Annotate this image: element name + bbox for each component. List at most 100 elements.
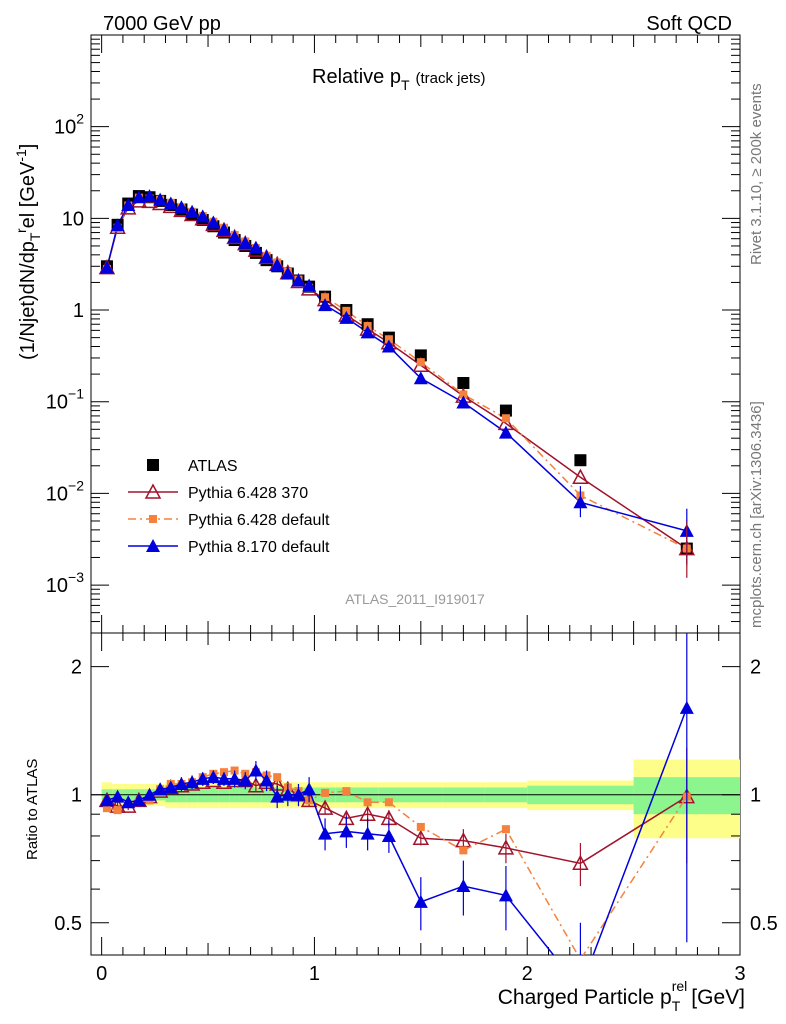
ratio-point-2 [99,793,114,807]
ratio-y-tick-label-right: 2 [750,657,761,679]
ratio-point-2 [339,824,354,838]
data-point-3 [280,266,295,280]
ratio-point-2 [131,793,146,807]
legend: ATLAS Pythia 6.428 370 Pythia 6.428 defaul… [128,458,330,556]
data-point-3 [291,273,306,287]
ratio-point-2 [302,782,317,796]
ratio-y-tick-label: 2 [71,657,82,679]
ratio-point-2 [270,789,285,803]
ratio-point-2 [174,776,189,790]
ratio-point-2 [238,773,253,787]
ratio-point-2 [381,828,396,842]
main-y-tick-base: 10 [46,575,68,597]
data-point-3 [131,190,146,204]
ratio-x-tick-label: 2 [522,963,533,985]
data-point-3 [270,257,285,271]
main-y-tick-base: 1 [73,300,84,322]
series-line-2 [106,196,688,550]
ratio-point-2 [185,775,200,789]
main-title-text: Relative p [312,66,401,88]
main-title-sub: T [401,77,410,93]
data-point-2 [321,293,330,302]
x-axis-label-suffix: [GeV] [691,986,745,1009]
ratio-point-2 [195,771,210,785]
ratio-y-axis-label: Ratio to ATLAS [24,759,41,860]
ratio-point-0 [497,839,515,855]
main-y-tick-label: 10−2 [46,477,84,505]
data-point-3 [99,260,114,274]
main-y-tick-base: 10 [54,117,76,139]
ratio-point-2 [280,787,295,801]
ratio-point-1 [321,788,330,797]
x-axis-label-sub: T [672,998,681,1014]
main-y-tick-label: 1 [73,300,84,322]
ratio-point-1 [102,804,111,813]
data-point-3 [153,192,168,206]
legend-label-3: Pythia 8.170 default [188,539,330,556]
ratio-point-1 [459,846,468,855]
data-point-3 [110,218,125,232]
data-point-3 [259,249,274,263]
data-point-3 [163,196,178,210]
ratio-point-2 [456,879,471,893]
ratio-x-tick-label: 1 [309,963,320,985]
ratio-point-2 [248,763,263,777]
main-y-axis-label-text: (1/Njet)dN/dpTrel [GeV-1] [13,144,43,360]
legend-marker-0 [147,459,159,471]
ratio-point-2 [318,826,333,840]
main-y-tick-label: 10−1 [46,386,84,414]
data-point-3 [413,371,428,385]
ratio-y-tick-label: 0.5 [54,913,82,935]
ratio-point-2 [163,780,178,794]
data-point-3 [174,200,189,214]
ratio-x-tick-label: 3 [734,963,745,985]
legend-label-1: Pythia 6.428 370 [188,485,308,502]
ratio-panel: Ratio to ATLAS Charged Particle pTrel [Ge… [24,632,778,1014]
data-point-3 [227,229,242,243]
ratio-point-1 [384,798,393,807]
ratio-point-2 [142,787,157,801]
main-y-tick-label: 10−3 [46,569,84,597]
ratio-point-2 [498,888,513,902]
main-watermark: ATLAS_2011_I919017 [345,591,485,607]
main-y-tick-base: 10 [46,392,68,414]
ratio-point-1 [363,798,372,807]
ratio-point-0 [412,829,430,846]
ratio-x-tick-label: 0 [96,963,107,985]
main-title: Relative pT (track jets) [312,66,486,93]
data-point-3 [339,310,354,324]
data-point-3 [238,235,253,249]
data-point-3 [216,222,231,236]
data-point-0 [574,454,587,467]
main-y-tick-label: 10 [62,208,84,230]
ratio-point-2 [206,770,221,784]
data-point-2 [501,414,510,423]
data-point-3 [185,204,200,218]
data-point-3 [318,298,333,312]
data-point-3 [248,240,263,254]
header-left: 7000 GeV pp [103,13,221,35]
rivet-label: Rivet 3.1.10, ≥ 200k events [748,83,765,265]
ratio-point-0 [316,799,334,815]
data-point-3 [142,189,157,203]
ratio-y-tick-label-right: 0.5 [750,913,778,935]
ratio-point-2 [259,773,274,787]
ratio-point-1 [113,806,122,815]
data-point-3 [206,215,221,229]
ratio-point-2 [291,787,306,801]
main-y-axis-label: (1/Njet)dN/dpTrel [GeV-1] [13,144,43,360]
data-point-3 [121,197,136,211]
data-point-2 [416,358,425,367]
main-y-tick-exp: −1 [68,386,84,402]
data-point-0 [499,404,512,417]
data-point-3 [360,325,375,339]
main-y-tick-exp: −3 [68,569,84,585]
main-title-suffix: (track jets) [416,70,486,87]
ratio-y-tick-label-right: 1 [750,785,761,807]
ratio-point-2 [110,789,125,803]
main-y-tick-exp: 2 [76,111,84,127]
series-line-3 [106,195,687,532]
ratio-point-2 [360,826,375,840]
legend-label-2: Pythia 6.428 default [188,512,330,529]
